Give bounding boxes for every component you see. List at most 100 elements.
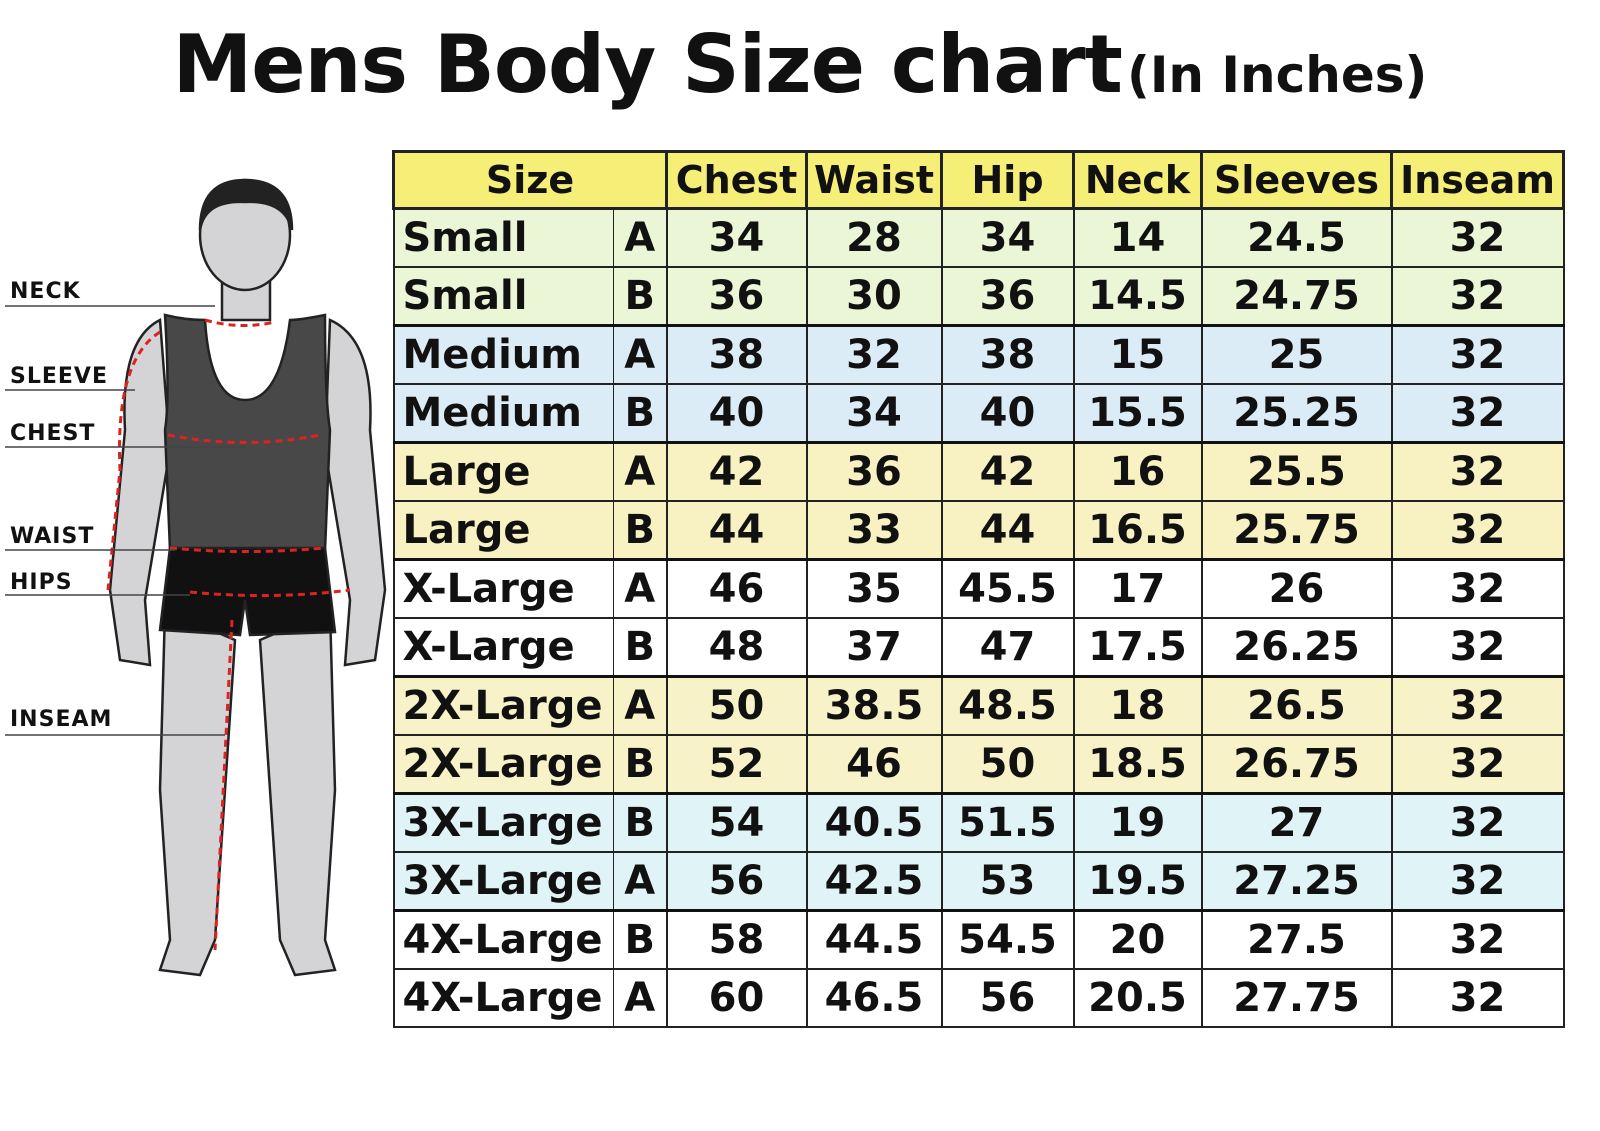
measurement: 53 xyxy=(940,851,1075,912)
measurement: 44 xyxy=(665,500,808,561)
measurement: 25 xyxy=(1200,324,1393,385)
size-table: Size Chest Waist Hip Neck Sleeves Inseam Small… xyxy=(391,150,1566,1028)
size-row: 2X-Large A 50 38.5 48.5 18 26.5 32 xyxy=(392,675,1565,736)
column-header: Hip xyxy=(940,150,1076,210)
size-row: Small A 34 28 34 14 24.5 32 xyxy=(392,207,1565,268)
measurement: 44.5 xyxy=(805,909,943,970)
size-variant: B xyxy=(612,792,668,853)
size-variant: A xyxy=(612,675,668,736)
size-row: 4X-Large B 58 44.5 54.5 20 27.5 32 xyxy=(392,909,1565,970)
measurement: 54.5 xyxy=(940,909,1075,970)
measurement: 33 xyxy=(805,500,943,561)
measurement: 25.5 xyxy=(1200,441,1393,502)
measurement: 24.5 xyxy=(1200,207,1393,268)
measurement: 48 xyxy=(665,617,808,678)
measurement: 25.75 xyxy=(1200,500,1393,561)
measure-label: CHEST xyxy=(10,421,95,446)
size-name: 3X-Large xyxy=(392,792,614,853)
measurement: 32 xyxy=(1390,968,1565,1028)
column-header: Chest xyxy=(665,150,809,210)
measurement: 26 xyxy=(1200,558,1393,619)
measurement: 47 xyxy=(940,617,1075,678)
measurement: 60 xyxy=(665,968,808,1028)
measurement: 50 xyxy=(940,734,1075,795)
measurement: 14.5 xyxy=(1072,266,1203,327)
size-name: Small xyxy=(392,266,614,327)
size-variant: A xyxy=(612,324,668,385)
size-row: 4X-Large A 60 46.5 56 20.5 27.75 32 xyxy=(392,968,1565,1028)
measurement: 32 xyxy=(1390,383,1565,444)
measurement: 34 xyxy=(665,207,808,268)
body-figure: NECK SLEEVE CHEST WAIST HIPS INSEAM xyxy=(5,178,387,977)
measurement: 28 xyxy=(805,207,943,268)
measurement: 34 xyxy=(805,383,943,444)
size-variant: B xyxy=(612,909,668,970)
measurement: 14 xyxy=(1072,207,1203,268)
measurement: 54 xyxy=(665,792,808,853)
size-row: Medium A 38 32 38 15 25 32 xyxy=(392,324,1565,385)
measurement: 17 xyxy=(1072,558,1203,619)
measure-label: SLEEVE xyxy=(10,364,108,389)
measurement: 46 xyxy=(805,734,943,795)
size-name: Medium xyxy=(392,383,614,444)
measurement: 32 xyxy=(1390,266,1565,327)
size-row: Large B 44 33 44 16.5 25.75 32 xyxy=(392,500,1565,561)
measurement: 20.5 xyxy=(1072,968,1203,1028)
measurement: 34 xyxy=(940,207,1075,268)
size-variant: A xyxy=(612,441,668,502)
measure-label: WAIST xyxy=(10,524,94,549)
column-header: Neck xyxy=(1072,150,1204,210)
measurement: 26.5 xyxy=(1200,675,1393,736)
measurement: 56 xyxy=(940,968,1075,1028)
measurement: 32 xyxy=(1390,675,1565,736)
size-name: 2X-Large xyxy=(392,734,614,795)
measurement: 17.5 xyxy=(1072,617,1203,678)
measurement: 32 xyxy=(1390,500,1565,561)
measurement: 18 xyxy=(1072,675,1203,736)
measurement: 27 xyxy=(1200,792,1393,853)
measurement: 38 xyxy=(665,324,808,385)
column-header: Sleeves xyxy=(1200,150,1394,210)
measurement: 26.75 xyxy=(1200,734,1393,795)
measurement: 35 xyxy=(805,558,943,619)
measurement: 58 xyxy=(665,909,808,970)
measurement: 32 xyxy=(1390,324,1565,385)
measurement: 44 xyxy=(940,500,1075,561)
measure-label: HIPS xyxy=(10,570,73,595)
measure-label: NECK xyxy=(10,279,81,304)
measurement: 32 xyxy=(1390,558,1565,619)
measurement: 36 xyxy=(940,266,1075,327)
measurement: 37 xyxy=(805,617,943,678)
measurement: 25.25 xyxy=(1200,383,1393,444)
measurement: 27.5 xyxy=(1200,909,1393,970)
subtitle: (In Inches) xyxy=(1126,46,1428,104)
size-name: Medium xyxy=(392,324,614,385)
measurement: 19.5 xyxy=(1072,851,1203,912)
measurement: 40 xyxy=(665,383,808,444)
measurement: 32 xyxy=(1390,617,1565,678)
size-row: 3X-Large A 56 42.5 53 19.5 27.25 32 xyxy=(392,851,1565,912)
measurement: 42 xyxy=(665,441,808,502)
size-name: 2X-Large xyxy=(392,675,614,736)
size-row: 3X-Large B 54 40.5 51.5 19 27 32 xyxy=(392,792,1565,853)
size-name: Small xyxy=(392,207,614,268)
measurement: 42 xyxy=(940,441,1075,502)
measurement: 24.75 xyxy=(1200,266,1393,327)
size-row: X-Large A 46 35 45.5 17 26 32 xyxy=(392,558,1565,619)
size-row: 2X-Large B 52 46 50 18.5 26.75 32 xyxy=(392,734,1565,795)
size-variant: A xyxy=(612,207,668,268)
size-name: Large xyxy=(392,441,614,502)
size-row: Large A 42 36 42 16 25.5 32 xyxy=(392,441,1565,502)
measurement: 38.5 xyxy=(805,675,943,736)
measurement: 27.75 xyxy=(1200,968,1393,1028)
size-name: X-Large xyxy=(392,617,614,678)
size-row: Small B 36 30 36 14.5 24.75 32 xyxy=(392,266,1565,327)
measurement: 42.5 xyxy=(805,851,943,912)
header-row: Size Chest Waist Hip Neck Sleeves Inseam xyxy=(391,150,1566,210)
measurement: 16 xyxy=(1072,441,1203,502)
size-row: Medium B 40 34 40 15.5 25.25 32 xyxy=(392,383,1565,444)
column-header: Waist xyxy=(805,150,944,210)
measurement: 15.5 xyxy=(1072,383,1203,444)
size-name: Large xyxy=(392,500,614,561)
